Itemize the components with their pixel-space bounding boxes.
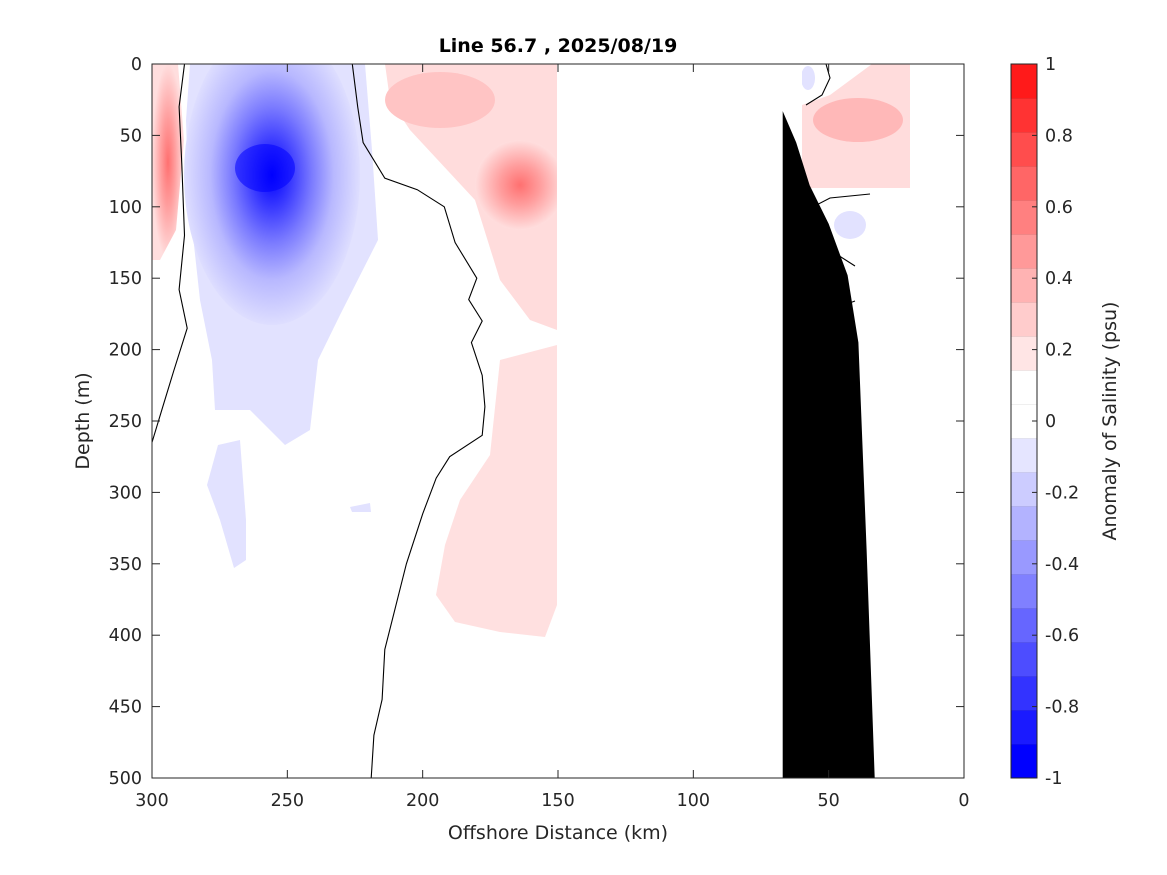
positive-anomaly-nearshore-core (813, 98, 903, 142)
colorbar-swatch (1011, 200, 1037, 235)
y-axis-label: Depth (m) (72, 372, 94, 469)
colorbar-swatch (1011, 676, 1037, 711)
colorbar-swatch (1011, 268, 1037, 303)
y-axis: 0 50 100 150 200 250 300 350 400 450 500 (109, 55, 964, 789)
y-tick-label: 100 (109, 198, 142, 218)
negative-anomaly-deep-patch (207, 440, 246, 568)
negative-anomaly-nearshore-top (801, 66, 815, 90)
negative-anomaly-small-patch (350, 503, 371, 512)
x-tick-label: 250 (271, 791, 304, 811)
colorbar-swatch (1011, 608, 1037, 643)
positive-anomaly-mid-deep (436, 345, 557, 637)
negative-anomaly-core-inner (235, 144, 295, 192)
colorbar-swatch (1011, 302, 1037, 337)
y-tick-label: 150 (109, 269, 142, 289)
x-tick-label: 50 (818, 791, 840, 811)
colorbar-tick-label: 0.4 (1045, 269, 1073, 289)
colorbar-swatch (1011, 336, 1037, 371)
colorbar-swatch (1011, 710, 1037, 745)
anomaly-fields (152, 64, 910, 778)
y-tick-label: 300 (109, 483, 142, 503)
colorbar-tick-label: -0.2 (1045, 483, 1079, 503)
colorbar-tick-label: 1 (1045, 55, 1056, 75)
x-tick-label: 100 (677, 791, 710, 811)
colorbar-tick-label: -0.4 (1045, 555, 1079, 575)
colorbar-swatch (1011, 64, 1037, 99)
x-tick-label: 200 (406, 791, 439, 811)
zero-contour-line (351, 64, 486, 778)
y-tick-label: 0 (131, 55, 142, 75)
x-axis: 300 250 200 150 100 50 0 (135, 64, 970, 811)
colorbar-tick-label: 0.6 (1045, 198, 1073, 218)
colorbar-swatch (1011, 574, 1037, 609)
x-tick-label: 150 (541, 791, 574, 811)
colorbar-tick-label: 0.2 (1045, 341, 1073, 361)
colorbar-swatch (1011, 506, 1037, 541)
colorbar-tick-label: 0.8 (1045, 126, 1073, 146)
colorbar: 1 0.8 0.6 0.4 0.2 0 -0.2 -0.4 -0.6 -0.8 -1 (1010, 55, 1079, 789)
colorbar-swatch (1011, 166, 1037, 201)
y-tick-label: 500 (109, 769, 142, 789)
colorbar-tick-label: -0.6 (1045, 626, 1079, 646)
y-tick-label: 350 (109, 555, 142, 575)
colorbar-swatch (1011, 642, 1037, 677)
y-tick-label: 250 (109, 412, 142, 432)
x-axis-label: Offshore Distance (km) (448, 822, 668, 844)
colorbar-tick-label: -1 (1045, 769, 1062, 789)
colorbar-tick-label: 0 (1045, 412, 1056, 432)
colorbar-swatch (1011, 132, 1037, 167)
colorbar-label: Anomaly of Salinity (psu) (1099, 302, 1121, 541)
positive-anomaly-offshore-edge (152, 64, 184, 260)
x-tick-label: 300 (135, 791, 168, 811)
negative-anomaly-nearshore-patch (834, 211, 866, 239)
colorbar-swatch (1011, 540, 1037, 575)
zero-contour-line (152, 64, 188, 443)
y-tick-label: 50 (120, 126, 142, 146)
negative-anomaly-core (184, 64, 360, 325)
colorbar-swatch (1011, 234, 1037, 269)
x-tick-label: 0 (958, 791, 969, 811)
colorbar-swatch (1011, 98, 1037, 133)
bathymetry-seafloor (782, 111, 875, 778)
positive-anomaly-mid-upper-core (385, 72, 495, 128)
no-data-gap (557, 64, 802, 778)
y-tick-label: 450 (109, 698, 142, 718)
colorbar-swatch (1011, 472, 1037, 507)
colorbar-swatch (1011, 744, 1037, 779)
colorbar-swatch (1011, 438, 1037, 473)
zero-contours (152, 64, 486, 778)
colorbar-swatch (1011, 370, 1037, 405)
positive-anomaly-mid-upper (385, 64, 557, 330)
colorbar-tick-label: -0.8 (1045, 698, 1079, 718)
y-tick-label: 200 (109, 341, 142, 361)
positive-anomaly-mid-core (475, 140, 565, 230)
y-tick-label: 400 (109, 626, 142, 646)
chart-title: Line 56.7 , 2025/08/19 (439, 35, 678, 57)
